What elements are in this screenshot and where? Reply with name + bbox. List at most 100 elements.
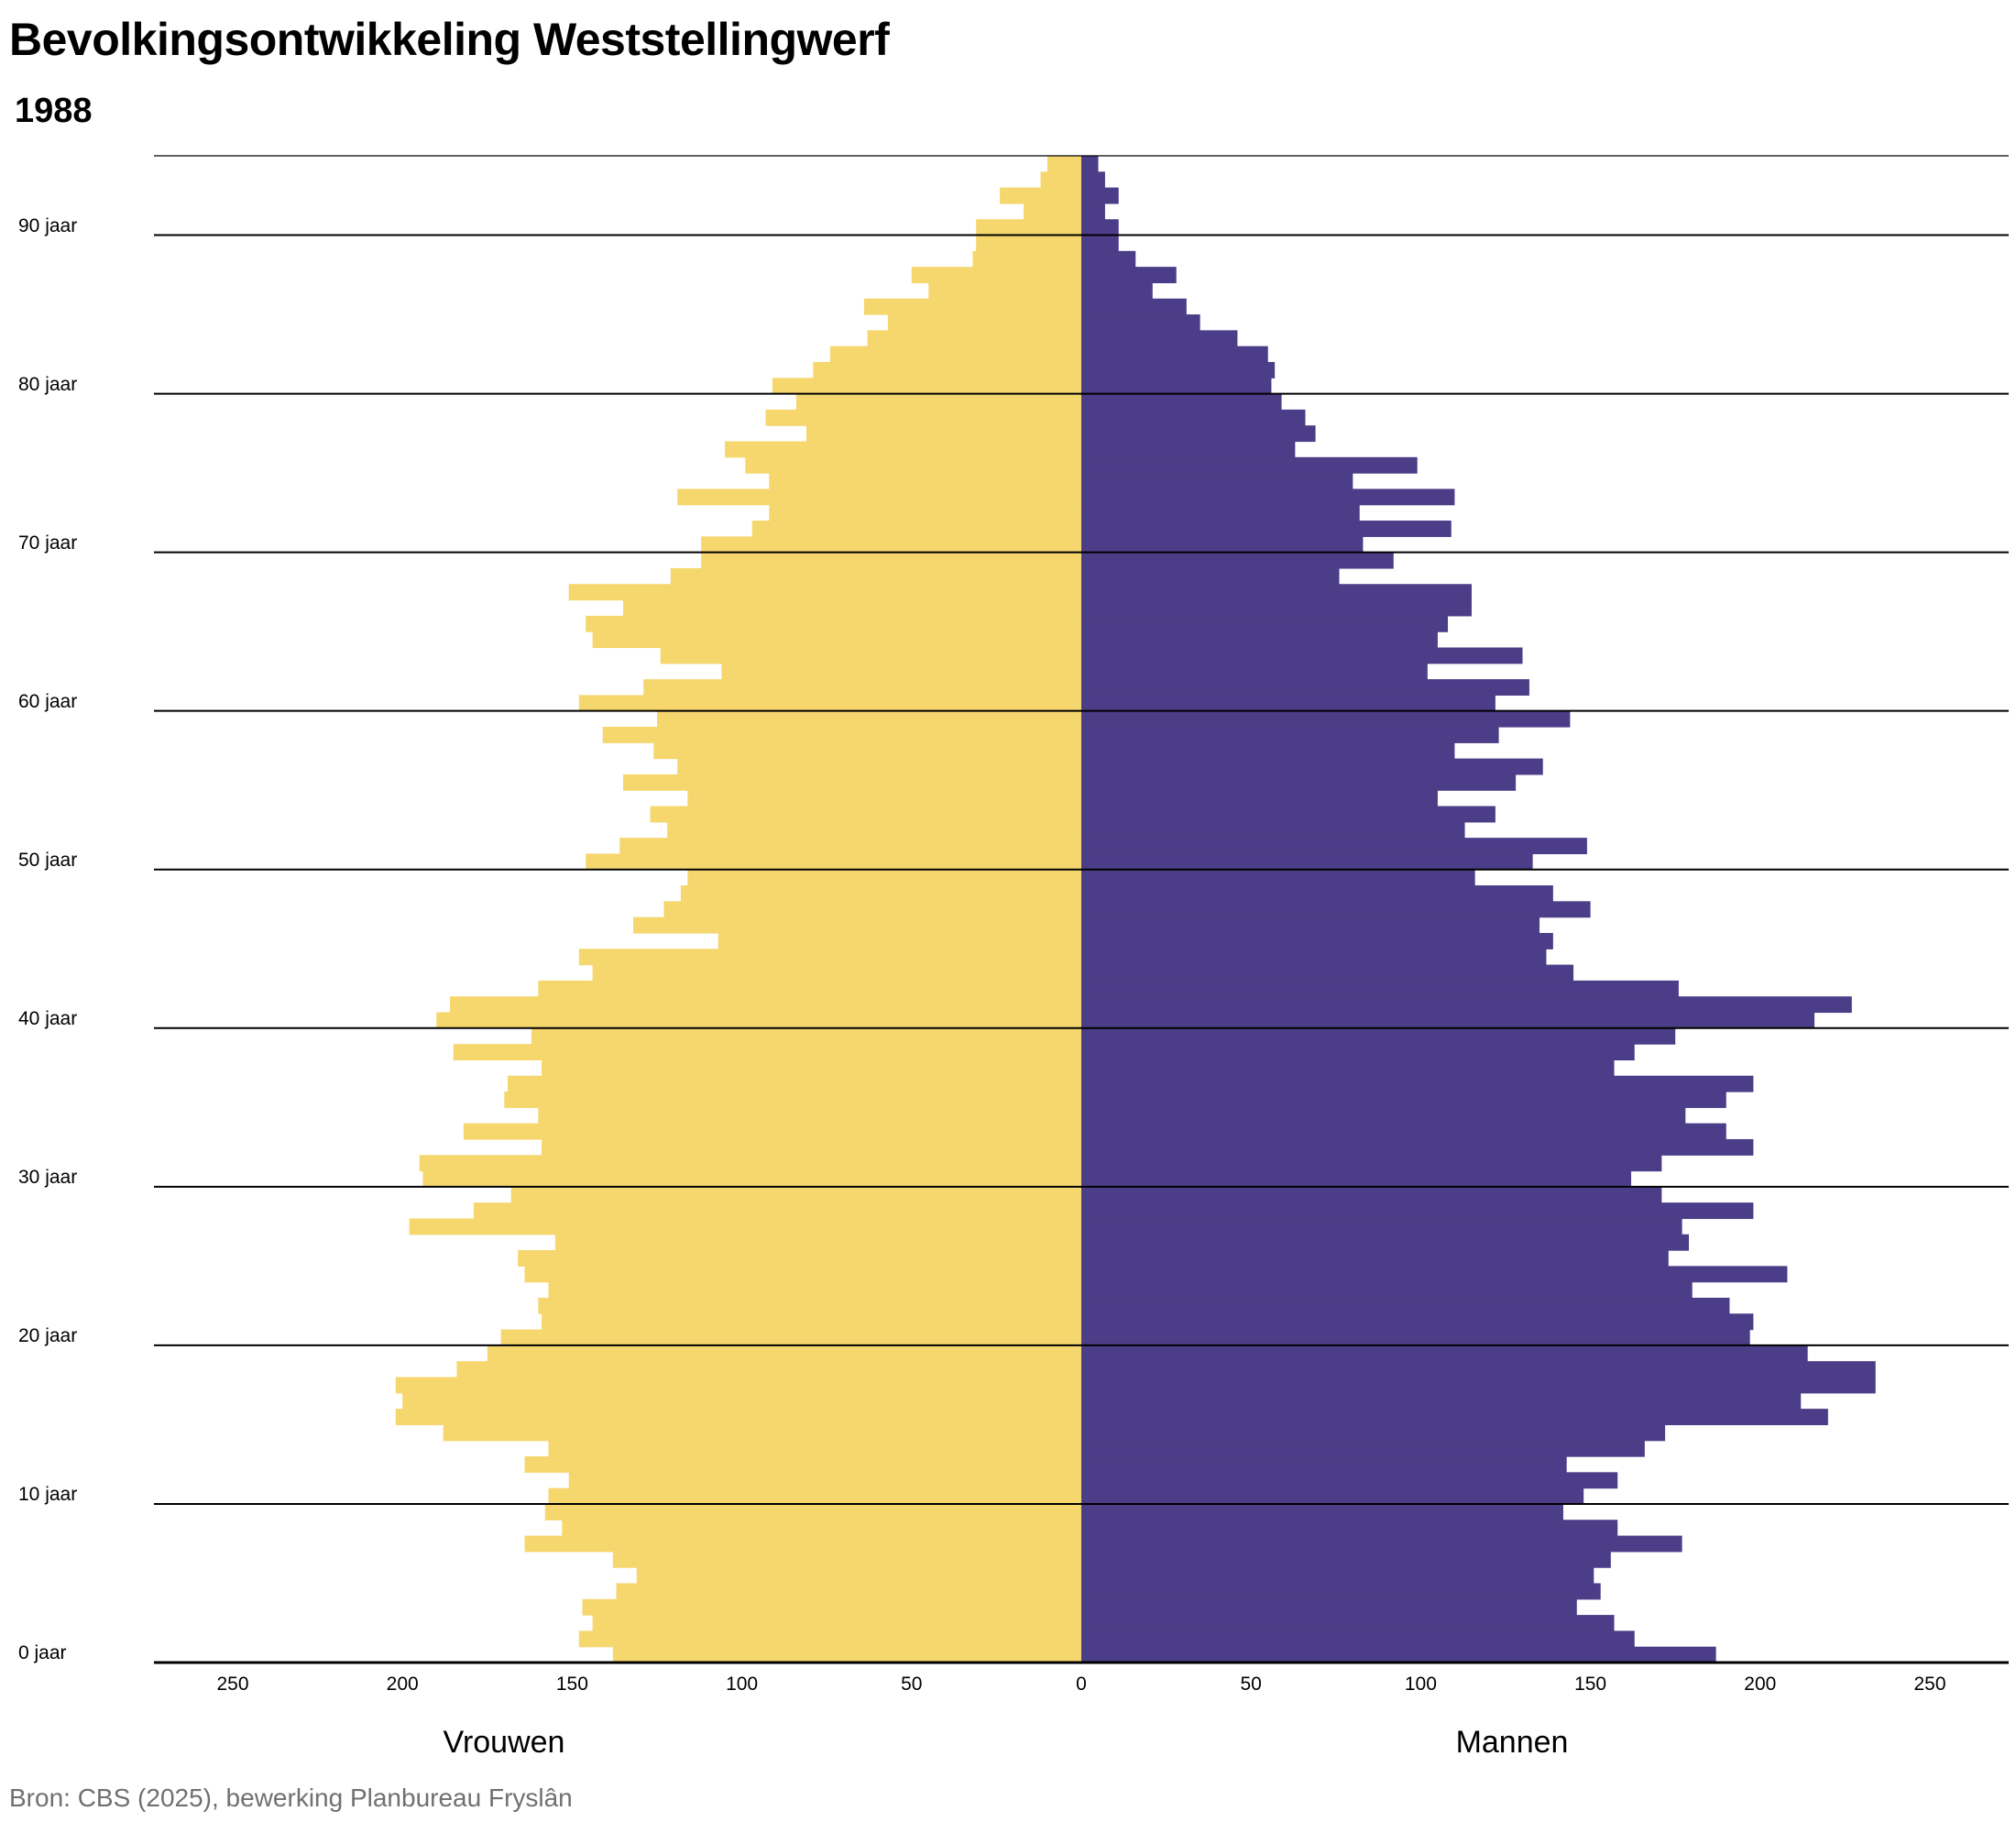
bar-mannen-age-74 (1081, 473, 1353, 490)
age-tick-label: 0 jaar (18, 1642, 67, 1664)
bar-vrouwen-age-14 (443, 1424, 1081, 1442)
bar-vrouwen-age-56 (677, 758, 1081, 775)
bar-vrouwen-age-49 (687, 869, 1081, 886)
bar-mannen-age-43 (1081, 964, 1574, 982)
bar-vrouwen-age-36 (508, 1075, 1081, 1092)
bar-mannen-age-58 (1081, 726, 1499, 743)
bar-mannen-age-13 (1081, 1440, 1645, 1457)
bar-vrouwen-age-73 (677, 488, 1081, 506)
bar-mannen-age-63 (1081, 647, 1523, 664)
bar-mannen-age-6 (1081, 1551, 1611, 1568)
bar-mannen-age-75 (1081, 456, 1418, 474)
x-tick-label: 0 (1076, 1674, 1087, 1695)
bar-vrouwen-age-7 (524, 1535, 1081, 1553)
bar-mannen-age-31 (1081, 1155, 1662, 1172)
bar-vrouwen-age-13 (548, 1440, 1081, 1457)
age-tick-label: 50 jaar (18, 850, 78, 872)
bar-mannen-age-12 (1081, 1456, 1567, 1473)
bar-vrouwen-age-76 (725, 441, 1081, 458)
bar-mannen-age-82 (1081, 346, 1268, 363)
bar-mannen-age-14 (1081, 1424, 1666, 1442)
bar-mannen-age-44 (1081, 949, 1547, 966)
bar-vrouwen-age-26 (554, 1234, 1081, 1251)
bar-vrouwen-age-3 (582, 1598, 1081, 1616)
bar-vrouwen-age-64 (592, 631, 1081, 649)
bar-vrouwen-age-39 (531, 1027, 1081, 1045)
bar-mannen-age-54 (1081, 790, 1438, 807)
bar-mannen-age-65 (1081, 615, 1449, 632)
bar-mannen-age-67 (1081, 584, 1472, 601)
bar-vrouwen-age-42 (538, 980, 1081, 997)
bar-mannen-age-48 (1081, 885, 1553, 902)
bar-mannen-age-59 (1081, 710, 1571, 728)
bar-mannen-age-60 (1081, 695, 1496, 712)
x-tick-label: 150 (1574, 1674, 1607, 1695)
bar-mannen-age-45 (1081, 932, 1553, 949)
bar-vrouwen-age-30 (422, 1170, 1081, 1188)
bar-vrouwen-age-23 (548, 1281, 1081, 1299)
bar-vrouwen-age-61 (643, 679, 1081, 696)
bar-vrouwen-age-28 (473, 1202, 1081, 1220)
bar-vrouwen-age-2 (592, 1615, 1081, 1631)
bar-mannen-age-11 (1081, 1472, 1618, 1489)
bar-vrouwen-age-31 (419, 1155, 1082, 1172)
bar-vrouwen-age-57 (653, 742, 1081, 760)
bar-mannen-age-86 (1081, 282, 1153, 300)
bar-mannen-age-92 (1081, 187, 1119, 204)
bar-mannen-age-47 (1081, 901, 1591, 918)
bar-mannen-age-81 (1081, 361, 1276, 379)
bar-mannen-age-88 (1081, 250, 1136, 268)
bar-mannen-age-76 (1081, 441, 1296, 458)
bar-mannen-age-50 (1081, 853, 1533, 871)
bar-mannen-age-51 (1081, 838, 1587, 855)
x-tick-label: 150 (555, 1674, 588, 1695)
bar-vrouwen-age-92 (1000, 187, 1081, 204)
bar-vrouwen-age-53 (650, 806, 1081, 823)
x-tick-label: 200 (1744, 1674, 1777, 1695)
bar-mannen-age-94 (1081, 156, 1099, 172)
x-tick-label: 100 (726, 1674, 759, 1695)
bar-vrouwen-age-77 (805, 425, 1081, 443)
bar-vrouwen-age-24 (524, 1266, 1081, 1283)
bar-mannen-age-39 (1081, 1027, 1676, 1045)
bar-vrouwen-age-87 (911, 267, 1081, 284)
bar-vrouwen-age-44 (578, 949, 1081, 966)
bar-vrouwen-age-60 (578, 695, 1081, 712)
age-tick-label: 60 jaar (18, 691, 78, 713)
bar-mannen-age-4 (1081, 1583, 1601, 1600)
bar-mannen-age-8 (1081, 1520, 1618, 1537)
bar-vrouwen-age-79 (795, 393, 1081, 411)
bar-mannen-age-70 (1081, 536, 1364, 554)
bar-mannen-age-85 (1081, 298, 1187, 315)
bar-mannen-age-55 (1081, 774, 1517, 791)
bar-vrouwen-age-33 (463, 1123, 1081, 1140)
bar-mannen-age-25 (1081, 1250, 1669, 1267)
bar-mannen-age-27 (1081, 1218, 1682, 1235)
bar-mannen-age-24 (1081, 1266, 1788, 1283)
bar-vrouwen-age-10 (548, 1487, 1081, 1505)
bar-vrouwen-age-58 (602, 726, 1081, 743)
bar-mannen-age-66 (1081, 599, 1472, 617)
bar-vrouwen-age-47 (663, 901, 1081, 918)
bar-vrouwen-age-91 (1024, 203, 1081, 220)
age-tick-label: 80 jaar (18, 373, 78, 395)
bar-mannen-age-73 (1081, 488, 1455, 506)
bar-mannen-age-32 (1081, 1138, 1754, 1156)
bar-vrouwen-age-19 (487, 1345, 1081, 1362)
bar-mannen-age-17 (1081, 1377, 1876, 1394)
bar-mannen-age-19 (1081, 1345, 1808, 1362)
bar-vrouwen-age-86 (928, 282, 1081, 300)
bar-mannen-age-21 (1081, 1313, 1754, 1331)
x-tick-label: 50 (901, 1674, 923, 1695)
bar-vrouwen-age-41 (450, 996, 1081, 1014)
bar-mannen-age-18 (1081, 1361, 1876, 1378)
bar-vrouwen-age-83 (867, 330, 1081, 347)
bar-vrouwen-age-20 (500, 1329, 1081, 1346)
bar-vrouwen-age-67 (568, 584, 1081, 601)
x-tick-label: 250 (1913, 1674, 1946, 1695)
bar-vrouwen-age-38 (453, 1044, 1081, 1060)
bar-vrouwen-age-68 (670, 567, 1081, 585)
bar-vrouwen-age-82 (829, 346, 1081, 363)
bar-mannen-age-29 (1081, 1186, 1662, 1203)
